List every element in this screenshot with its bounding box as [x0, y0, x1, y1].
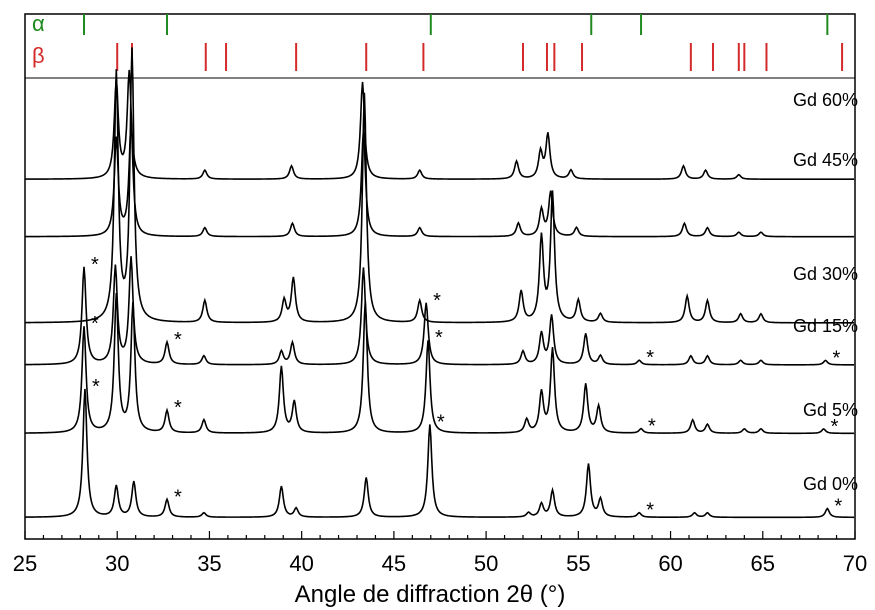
x-tick-label: 45: [382, 551, 406, 576]
x-tick-label: 35: [197, 551, 221, 576]
impurity-star: *: [646, 500, 654, 522]
x-tick-label: 55: [566, 551, 590, 576]
impurity-star: *: [437, 411, 445, 433]
trace-line: [24, 123, 855, 238]
impurity-star: *: [174, 397, 182, 419]
diffraction-traces: [24, 47, 855, 519]
marker-label-beta: β: [32, 43, 45, 68]
impurity-star: *: [91, 313, 99, 335]
impurity-star: *: [92, 376, 100, 398]
x-tick-label: 40: [289, 551, 313, 576]
trace-line: [24, 69, 855, 181]
series-label: Gd 15%: [793, 316, 858, 336]
x-tick-label: 60: [658, 551, 682, 576]
axes-frame: [24, 13, 856, 540]
series-labels: Gd 60%Gd 45%Gd 30%Gd 15%**** *Gd 5%**** *G…: [91, 90, 858, 522]
marker-label-alpha: α: [32, 11, 45, 36]
x-tick-label: 70: [843, 551, 867, 576]
x-axis-ticks: 25 30 35 40 45 50 55 60 65 70: [13, 531, 867, 576]
plot-area: αβ Gd 60%Gd 45%Gd 30%Gd 15%**** *Gd 5%***…: [13, 11, 867, 576]
trace-line: [24, 293, 855, 435]
impurity-star: *: [646, 347, 654, 369]
x-tick-label: 65: [751, 551, 775, 576]
impurity-star: *: [433, 290, 441, 312]
x-tick-label: 30: [105, 551, 129, 576]
x-tick-label: 25: [13, 551, 37, 576]
impurity-star: *: [91, 254, 99, 276]
impurity-star: *: [648, 416, 656, 438]
trace-line: [24, 47, 855, 324]
impurity-star: *: [834, 496, 842, 518]
series-label: Gd 0%: [803, 474, 858, 494]
series-label: Gd 60%: [793, 90, 858, 110]
impurity-star: *: [832, 347, 840, 369]
series-label: Gd 45%: [793, 150, 858, 170]
x-tick-label: 50: [474, 551, 498, 576]
series-label: Gd 30%: [793, 264, 858, 284]
trace-line: [24, 256, 855, 366]
series-label: Gd 5%: [803, 400, 858, 420]
trace-line: [24, 388, 855, 519]
reference-markers: αβ: [32, 11, 844, 71]
impurity-star: *: [174, 486, 182, 508]
impurity-star: *: [174, 329, 182, 351]
impurity-star: *: [435, 327, 443, 349]
x-axis-label: Angle de diffraction 2θ (°): [295, 581, 566, 608]
impurity-star: *: [831, 416, 839, 438]
